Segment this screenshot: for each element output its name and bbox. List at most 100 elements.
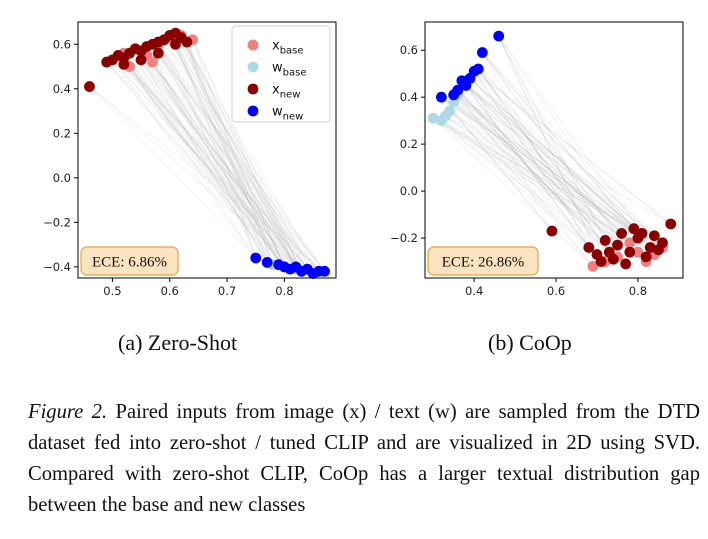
coop-series-w-new [435,30,505,103]
zero-shot-pair-line [175,44,308,270]
coop-ece-annotation: ECE: 26.86% [427,246,539,276]
zero-shot-point-w-new [261,257,273,268]
zero-shot-pair-line [146,55,303,272]
coop-pair-line [469,77,635,230]
zero-shot-pair-line [129,52,320,272]
zero-shot-pair-line [146,46,308,270]
coop-pair-line [465,85,606,241]
figure-caption: Figure 2. Paired inputs from image (x) /… [28,397,700,521]
zero-shot-pair-line [157,52,325,272]
coop-pair-line [441,120,631,244]
zero-shot-pair-line [89,86,257,259]
coop-point-w-base [444,105,455,117]
zero-shot-y-tick-label: 0.2 [53,126,71,140]
coop-pair-line [461,80,631,253]
zero-shot-pair-line [169,35,285,268]
zero-shot-pair-line [157,43,297,270]
coop-pair-line [477,68,618,246]
coop-pair-line [457,94,594,267]
zero-shot-pair-line [123,57,257,259]
subcaption-zero-shot: (a) Zero-Shot [118,330,238,355]
coop-pair-line [432,117,618,258]
coop-pair-line [461,80,590,248]
coop-pair-line [453,101,635,230]
zero-shot-pair-line [89,86,297,268]
zero-shot-pair-line [106,61,280,265]
coop-pair-line [441,96,622,234]
coop-pair-line [453,101,618,258]
coop-pair-line [469,78,622,234]
zero-shot-pair-line [192,39,303,272]
coop-point-w-new [435,91,447,103]
coop-point-x-new [624,246,636,258]
coop-pair-line [498,35,602,262]
coop-pair-line [477,68,610,253]
zero-shot-pair-line [152,43,291,270]
coop-point-x-base [632,246,644,258]
zero-shot-pair-line [175,32,297,268]
zero-shot-pair-line [123,57,268,263]
coop-y-tick-label: 0.2 [400,137,418,151]
coop-point-x-new [665,218,677,230]
coop-y-tick-label: 0.0 [400,184,418,198]
coop-pair-line [477,68,655,237]
zero-shot-pair-line [192,39,297,270]
zero-shot-pair-line [180,37,320,272]
coop-pair-line [441,120,647,262]
zero-shot-pair-line [186,41,257,259]
coop-pair-line [453,101,594,267]
coop-pair-line [457,89,618,246]
coop-pair-line [457,89,618,246]
zero-shot-pair-line [163,39,297,268]
zero-shot-pair-line [106,61,314,274]
coop-pair-line [461,80,663,244]
coop-point-w-new [476,47,488,58]
coop-y-tick-label: −0.2 [390,231,418,245]
coop-pair-line [469,78,622,234]
zero-shot-point-w-new [250,252,262,264]
coop-pair-line [461,80,590,248]
coop-pair-line [453,94,671,225]
coop-point-x-new [612,239,623,251]
zero-shot-y-tick-label: 0.0 [53,171,71,185]
coop-pair-line [432,117,635,230]
zero-shot-pair-line [129,52,291,270]
coop-pair-line [441,96,659,251]
coop-point-x-new [628,223,640,235]
zero-shot-pair-line [123,52,297,270]
zero-shot-y-tick-label: 0.4 [53,82,71,96]
zero-shot-pair-line [157,41,314,274]
coop-pair-line [445,115,663,248]
coop-point-x-new [644,242,656,253]
coop-pair-line [453,94,639,239]
coop-pair-line [473,70,639,239]
coop-pair-line [473,70,672,225]
zero-shot-pair-line [157,41,308,270]
coop-pair-line [465,85,643,234]
coop-pair-line [453,94,627,265]
coop-pair-line [457,89,610,253]
coop-point-w-base [427,112,439,124]
coop-pair-line [469,77,635,230]
legend-marker [247,39,259,51]
coop-pair-line [445,115,647,262]
coop-pair-line [465,85,647,258]
zero-shot-y-tick-label: −0.4 [43,260,71,274]
coop-pair-line [440,96,553,232]
coop-point-x-new [657,237,668,249]
coop-x-tick-label: 0.6 [547,284,565,298]
coop-point-x-new [583,242,595,253]
zero-shot-pair-line [186,41,285,268]
coop-pair-line [481,52,590,248]
coop-point-x-new [636,227,648,239]
coop-pair-line [481,52,651,248]
coop-pair-line [473,70,672,225]
zero-shot-series-x-new [84,27,193,92]
zero-shot-ece-annotation: ECE: 6.86% [80,246,179,276]
coop-pair-line [461,80,663,244]
coop-series-x-new [546,218,677,270]
zero-shot-pair-line [123,63,285,268]
zero-shot-pair-line [169,37,297,270]
zero-shot-ece-label: ECE: 6.86% [92,255,167,271]
coop-pair-line [477,68,614,260]
